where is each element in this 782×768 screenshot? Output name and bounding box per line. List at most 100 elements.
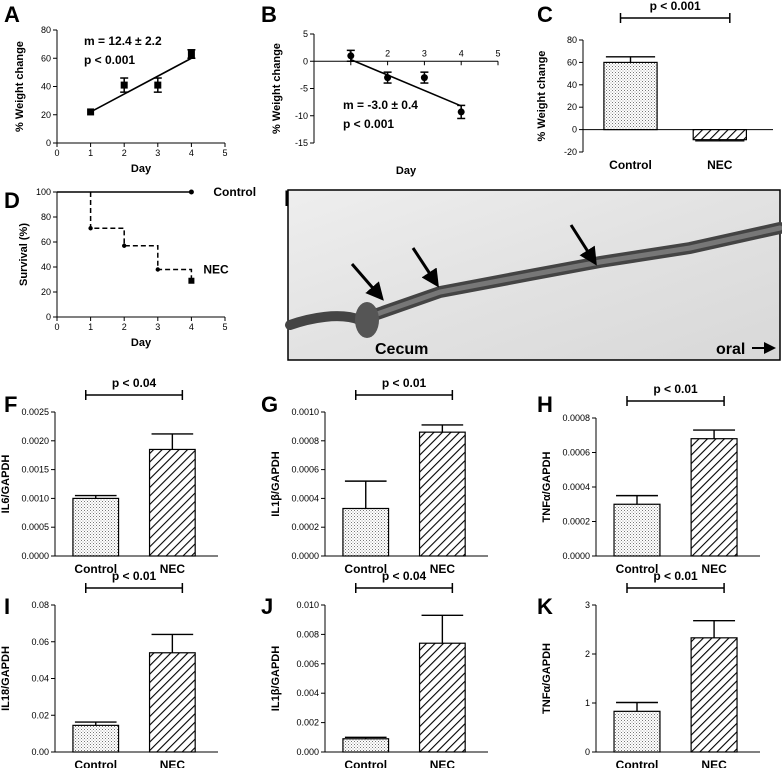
x-axis-label: Day [131, 163, 152, 175]
panel-K: K 0 1 2 3 Control NEC p < 0.01 TNFα/GAPDH [537, 569, 760, 768]
cecum-label: Cecum [375, 341, 428, 358]
photo-panel: E Cecum oral [284, 186, 782, 361]
bar-nec [418, 431, 466, 557]
intestine-highlight [357, 225, 782, 323]
y-axis-label: IL18/GAPDH [0, 646, 12, 711]
category-label: NEC [701, 562, 727, 576]
data-point [87, 108, 95, 116]
y-tick-label: 0.00 [31, 747, 49, 757]
y-axis-label: IL6/GAPDH [0, 455, 12, 514]
panel-H: H 0.0000 0.0002 0.0004 0.0006 0.0008 Control NE… [537, 382, 760, 576]
y-tick-label: 0.0004 [562, 482, 590, 492]
x-tick-label: 4 [459, 48, 464, 58]
panel-letter-H: H [537, 392, 553, 417]
bar-control [613, 503, 661, 557]
bar-nec [418, 642, 466, 753]
stat-annotation: m = 12.4 ± 2.2 [84, 34, 162, 48]
data-point [457, 108, 465, 116]
x-tick-label: 4 [189, 322, 194, 332]
category-label: Control [616, 758, 659, 768]
category-label: Control [344, 562, 387, 576]
series-label-nec: NEC [203, 263, 229, 277]
y-tick-label: 0.0010 [21, 493, 49, 503]
y-tick-label: 0.0006 [291, 465, 319, 475]
y-tick-label: 40 [567, 80, 577, 90]
panel-F: F 0.0000 0.0005 0.0010 0.0015 0.0020 0.0025 Con… [0, 376, 218, 576]
y-tick-label: 0.0002 [291, 522, 319, 532]
x-tick-label: 4 [189, 148, 194, 158]
y-tick-label: 0.0006 [562, 448, 590, 458]
y-tick-label: 40 [41, 82, 51, 92]
x-tick-label: 3 [422, 48, 427, 58]
panel-letter-G: G [261, 392, 278, 417]
data-point [154, 81, 162, 89]
y-tick-label: 0.006 [296, 659, 319, 669]
y-tick-label: -10 [295, 111, 308, 121]
y-tick-label: 3 [585, 600, 590, 610]
p-value-label: p < 0.01 [653, 569, 698, 583]
x-axis-label: Day [396, 165, 417, 177]
y-tick-label: 0 [572, 125, 577, 135]
category-label: Control [609, 158, 652, 172]
y-tick-label: 0 [46, 312, 51, 322]
stat-annotation: p < 0.001 [84, 53, 135, 67]
category-label: Control [74, 758, 117, 768]
y-tick-label: 20 [41, 287, 51, 297]
category-label: NEC [707, 158, 733, 172]
panel-letter-F: F [4, 392, 17, 417]
y-tick-label: -5 [300, 84, 308, 94]
x-tick-label: 3 [155, 322, 160, 332]
category-label: Control [344, 758, 387, 768]
arrow-2-icon [411, 247, 439, 288]
y-tick-label: 0.08 [31, 600, 49, 610]
y-axis-label: Survival (%) [18, 223, 30, 286]
y-tick-label: 60 [41, 237, 51, 247]
y-tick-label: 0.02 [31, 710, 49, 720]
category-label: Control [616, 562, 659, 576]
p-value-label: p < 0.001 [650, 0, 701, 13]
panel-A: A 0 20 40 60 80 0 1 2 3 4 5 Day % Weight change m = 12… [4, 2, 228, 175]
y-tick-label: 0.0000 [562, 551, 590, 561]
y-tick-label: 0.04 [31, 674, 49, 684]
y-tick-label: 80 [567, 35, 577, 45]
panel-letter-K: K [537, 594, 553, 619]
fit-line [350, 58, 462, 107]
stat-annotation: p < 0.001 [343, 117, 394, 131]
data-point [122, 243, 127, 248]
category-label: NEC [160, 562, 186, 576]
panel-letter-A: A [4, 2, 20, 27]
y-tick-label: 60 [567, 57, 577, 67]
p-value-label: p < 0.01 [382, 376, 427, 390]
x-tick-label: 0 [54, 148, 59, 158]
bar-control [613, 710, 661, 753]
y-tick-label: 0.0020 [21, 436, 49, 446]
data-point [188, 189, 194, 195]
y-tick-label: 0.000 [296, 747, 319, 757]
data-point [420, 74, 428, 82]
y-tick-label: 0.008 [296, 629, 319, 639]
y-tick-label: -15 [295, 138, 308, 148]
x-tick-label: 1 [88, 322, 93, 332]
y-axis-label: IL1β/GAPDH [270, 451, 282, 516]
y-axis-label: % Weight change [14, 41, 26, 132]
y-tick-label: 0.0008 [562, 413, 590, 423]
arrow-3-icon [569, 224, 597, 266]
category-label: NEC [160, 758, 186, 768]
x-tick-label: 3 [155, 148, 160, 158]
y-tick-label: 80 [41, 212, 51, 222]
series-label-control: Control [213, 185, 256, 199]
y-axis-label: % Weight change [271, 43, 283, 134]
panel-G: G 0.0000 0.0002 0.0004 0.0006 0.0008 0.0010 Con… [261, 376, 488, 576]
bar-control [342, 507, 390, 557]
x-tick-label: 1 [88, 148, 93, 158]
panel-letter-I: I [4, 594, 10, 619]
y-axis-label: TNFα/GAPDH [541, 643, 553, 714]
y-tick-label: 0.002 [296, 718, 319, 728]
p-value-label: p < 0.01 [112, 569, 157, 583]
y-tick-label: 0.0008 [291, 436, 319, 446]
y-tick-label: 0.0000 [21, 551, 49, 561]
panel-letter-D: D [4, 188, 20, 213]
x-tick-label: 5 [222, 148, 227, 158]
